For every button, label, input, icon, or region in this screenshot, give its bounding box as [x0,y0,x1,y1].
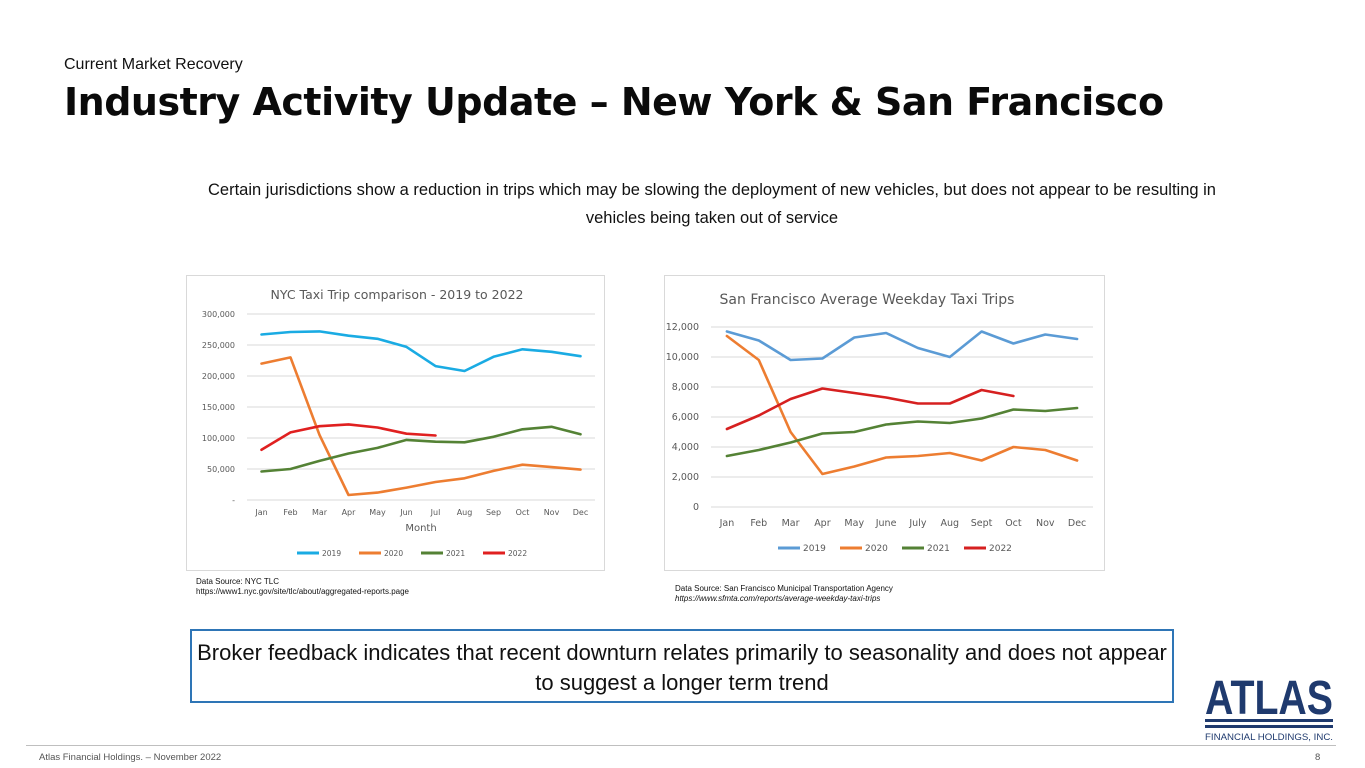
y-tick-label: 200,000 [202,372,235,381]
x-tick-label: Aug [940,518,959,529]
nyc-chart-card: NYC Taxi Trip comparison - 2019 to 2022 -… [186,275,605,571]
x-tick-label: Oct [516,508,530,517]
footer-divider [26,745,1336,746]
x-tick-label: Aug [457,508,473,517]
x-axis-label: Month [405,523,436,534]
y-tick-label: 10,000 [666,352,699,363]
y-tick-label: 2,000 [672,472,699,483]
x-tick-label: Nov [544,508,560,517]
sf-taxi-chart: San Francisco Average Weekday Taxi Trips… [666,292,1093,554]
x-tick-label: Sep [486,508,501,517]
sf-chart-card: San Francisco Average Weekday Taxi Trips… [664,275,1105,571]
x-tick-label: Mar [782,518,800,529]
legend-label: 2019 [803,544,826,554]
x-tick-label: Jul [430,508,441,517]
x-tick-label: Apr [814,518,831,529]
x-tick-label: Jan [254,508,267,517]
sf-source-label: Data Source: San Francisco Municipal Tra… [675,584,893,593]
series-line-2020 [260,356,582,497]
x-tick-label: Feb [283,508,297,517]
x-tick-label: Nov [1036,518,1055,529]
intro-text: Certain jurisdictions show a reduction i… [208,181,1216,227]
legend-label: 2019 [322,549,341,558]
series-line-2022 [725,387,1015,431]
series-line-2021 [725,406,1079,458]
y-tick-label: 4,000 [672,442,699,453]
sf-data-source: Data Source: San Francisco Municipal Tra… [675,584,893,604]
atlas-logo-wordmark: ATLAS [1205,672,1333,725]
y-tick-label: - [232,496,235,505]
y-tick-label: 6,000 [672,412,699,423]
x-tick-label: Feb [750,518,767,529]
x-tick-label: July [908,518,926,529]
series-line-2022 [260,423,437,452]
x-tick-label: June [875,518,897,529]
legend-label: 2022 [508,549,527,558]
legend-label: 2020 [384,549,403,558]
atlas-logo: ATLAS FINANCIAL HOLDINGS, INC. [1205,672,1333,743]
chart-title: NYC Taxi Trip comparison - 2019 to 2022 [271,287,524,302]
legend-label: 2022 [989,544,1012,554]
nyc-data-source: Data Source: NYC TLC https://www1.nyc.go… [196,577,409,597]
page-number: 8 [1315,752,1321,763]
x-tick-label: May [369,508,386,517]
legend-label: 2020 [865,544,888,554]
atlas-logo-tagline: FINANCIAL HOLDINGS, INC. [1205,732,1333,743]
x-tick-label: Sept [971,518,993,529]
y-tick-label: 100,000 [202,434,235,443]
x-tick-label: Apr [342,508,357,517]
x-tick-label: Jun [399,508,413,517]
sf-source-url: https://www.sfmta.com/reports/average-we… [675,594,881,603]
legend-label: 2021 [927,544,950,554]
y-tick-label: 8,000 [672,382,699,393]
y-tick-label: 0 [693,502,699,513]
legend-label: 2021 [446,549,465,558]
y-tick-label: 50,000 [207,465,235,474]
series-line-2019 [725,330,1079,362]
series-line-2021 [260,425,582,473]
footer-text: Atlas Financial Holdings. – November 202… [39,752,222,763]
x-tick-label: Oct [1005,518,1022,529]
page-title: Industry Activity Update – New York & Sa… [64,80,1164,124]
chart-title: San Francisco Average Weekday Taxi Trips [720,292,1015,308]
header-subtitle: Current Market Recovery [64,56,243,73]
nyc-taxi-chart: NYC Taxi Trip comparison - 2019 to 2022 -… [202,287,595,558]
nyc-source-url: https://www1.nyc.gov/site/tlc/about/aggr… [196,587,410,596]
y-tick-label: 250,000 [202,341,235,350]
series-line-2019 [260,330,582,373]
y-tick-label: 300,000 [202,310,235,319]
x-tick-label: May [844,518,864,529]
y-tick-label: 150,000 [202,403,235,412]
x-tick-label: Mar [312,508,328,517]
y-tick-label: 12,000 [666,322,699,333]
x-tick-label: Dec [573,508,588,517]
x-tick-label: Jan [719,518,735,529]
broker-feedback-callout: Broker feedback indicates that recent do… [190,629,1174,703]
x-tick-label: Dec [1068,518,1086,529]
nyc-source-label: Data Source: NYC TLC [196,577,279,586]
series-line-2020 [725,334,1079,476]
